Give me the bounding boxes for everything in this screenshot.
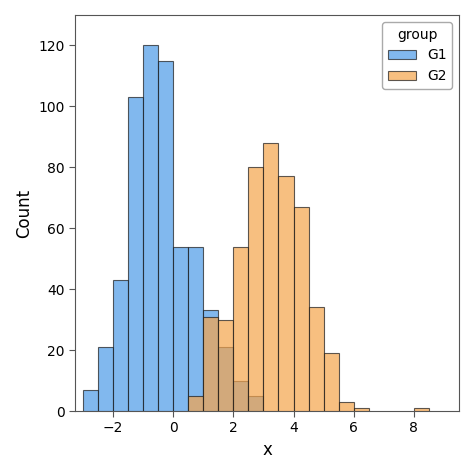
- Bar: [218, 347, 233, 411]
- Bar: [143, 46, 158, 411]
- X-axis label: x: x: [262, 441, 272, 459]
- Bar: [338, 402, 354, 411]
- Bar: [309, 308, 324, 411]
- Bar: [158, 61, 173, 411]
- Bar: [218, 319, 233, 411]
- Legend: G1, G2: G1, G2: [383, 22, 452, 89]
- Bar: [113, 280, 128, 411]
- Bar: [98, 347, 113, 411]
- Bar: [414, 408, 429, 411]
- Bar: [128, 97, 143, 411]
- Y-axis label: Count: Count: [15, 189, 33, 237]
- Bar: [203, 317, 218, 411]
- Bar: [173, 246, 188, 411]
- Bar: [83, 390, 98, 411]
- Bar: [233, 246, 248, 411]
- Bar: [188, 246, 203, 411]
- Bar: [188, 396, 203, 411]
- Bar: [233, 381, 248, 411]
- Bar: [354, 408, 369, 411]
- Bar: [278, 176, 293, 411]
- Bar: [293, 207, 309, 411]
- Bar: [248, 396, 264, 411]
- Bar: [324, 353, 338, 411]
- Bar: [248, 167, 264, 411]
- Bar: [203, 310, 218, 411]
- Bar: [264, 143, 278, 411]
